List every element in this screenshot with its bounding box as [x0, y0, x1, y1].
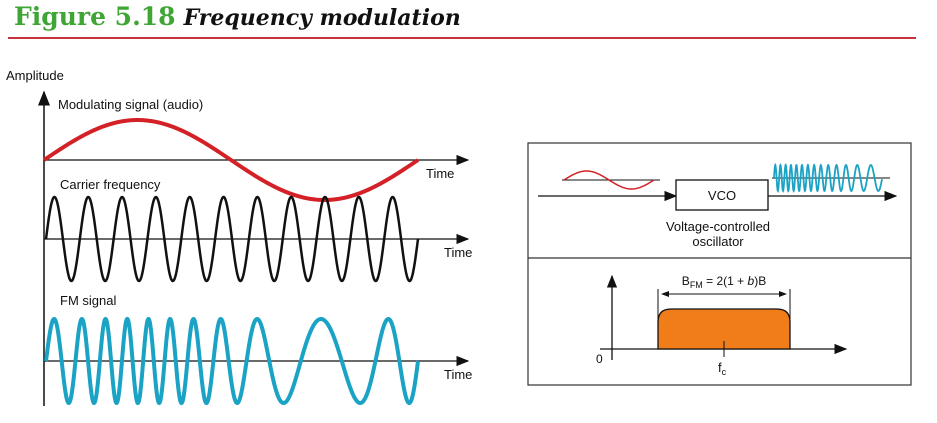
figure-name: Frequency modulation	[183, 5, 461, 31]
amplitude-axis-label: Amplitude	[6, 68, 64, 83]
fm-wave	[44, 316, 420, 406]
figure-number: Figure 5.18	[14, 2, 176, 31]
right-panel-frame	[527, 142, 912, 386]
fc-f: f	[718, 360, 722, 375]
modulating-wave	[42, 117, 420, 203]
eq-var: b	[748, 274, 755, 288]
vco-box	[675, 179, 769, 211]
carrier-label: Carrier frequency	[60, 177, 161, 192]
mini-audio-wave	[563, 170, 655, 190]
eq-rest: = 2(1 +	[703, 274, 748, 288]
eq-sub: FM	[690, 280, 703, 290]
modulating-signal-label: Modulating signal (audio)	[58, 97, 203, 112]
spectrum-origin-label: 0	[596, 352, 603, 366]
mini-fm-wave	[773, 162, 883, 193]
vco-caption-line1: Voltage-controlled	[666, 219, 770, 234]
carrier-wave	[44, 195, 420, 283]
title-rule	[8, 37, 916, 39]
vco-label: VCO	[708, 188, 736, 203]
fc-sub: c	[722, 367, 727, 377]
figure-title: Figure 5.18 Frequency modulation	[14, 2, 461, 31]
time-label-3: Time	[444, 367, 472, 382]
fm-signal-label: FM signal	[60, 293, 116, 308]
center-frequency-label: fc	[718, 360, 727, 377]
eq-b: B	[682, 274, 690, 288]
eq-end: )B	[754, 274, 766, 288]
time-label-1: Time	[426, 166, 454, 181]
time-label-2: Time	[444, 245, 472, 260]
vco-caption-line2: oscillator	[692, 234, 744, 249]
bandwidth-equation: BFM = 2(1 + b)B	[682, 274, 766, 290]
